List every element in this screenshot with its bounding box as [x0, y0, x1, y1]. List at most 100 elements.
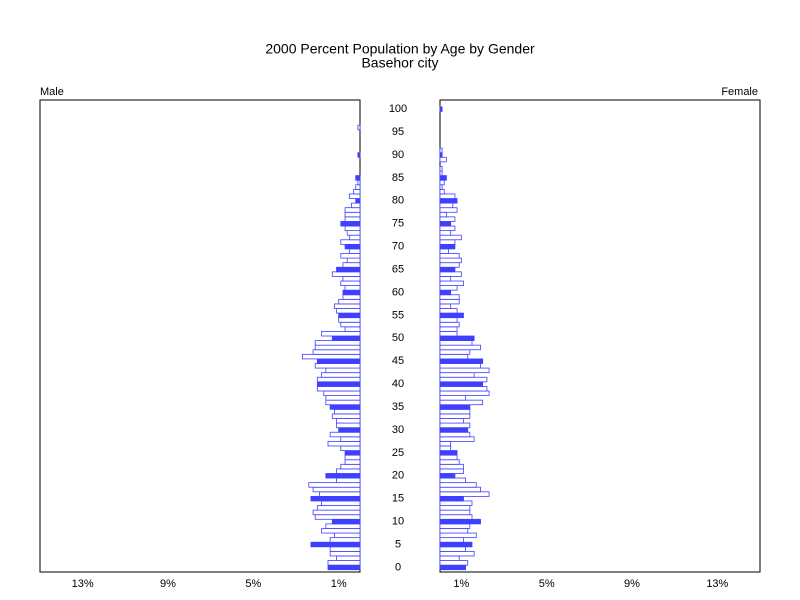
bar — [346, 257, 361, 264]
bar — [439, 248, 449, 254]
bar — [321, 528, 361, 534]
bar — [439, 221, 452, 227]
bar — [319, 491, 361, 497]
panel-label: Male — [40, 86, 64, 98]
bar — [301, 353, 361, 360]
bar — [439, 312, 464, 319]
bar — [329, 431, 361, 438]
bar — [351, 202, 361, 209]
bar — [327, 564, 361, 571]
bar — [439, 156, 447, 163]
bar — [439, 491, 490, 497]
bar — [327, 560, 361, 566]
bar — [344, 216, 361, 222]
bar — [439, 303, 452, 309]
bar — [312, 349, 361, 355]
bar — [321, 372, 361, 378]
bar — [439, 340, 473, 346]
bar — [439, 202, 454, 209]
bar — [439, 477, 467, 484]
bar — [327, 440, 361, 447]
bar — [439, 152, 443, 158]
bar — [336, 308, 361, 314]
bar — [336, 418, 361, 424]
y-tick-label: 90 — [392, 149, 404, 161]
bar — [348, 248, 361, 254]
bar — [314, 514, 361, 520]
bar — [439, 335, 475, 341]
bar — [331, 413, 361, 419]
bar — [439, 367, 490, 374]
y-tick-label: 60 — [392, 286, 404, 298]
bar — [439, 294, 460, 300]
chart-subtitle: Basehor city — [361, 55, 438, 71]
bar — [348, 193, 361, 199]
bar — [439, 463, 464, 470]
bar — [439, 381, 484, 387]
bar — [439, 331, 458, 337]
bar — [336, 468, 361, 474]
bar — [439, 459, 460, 465]
bar — [439, 440, 452, 447]
x-tick-label: 13% — [706, 578, 728, 590]
y-tick-label: 15 — [392, 493, 404, 505]
bar — [439, 234, 462, 241]
bar — [321, 331, 361, 337]
bar — [439, 326, 458, 332]
bar — [439, 349, 471, 355]
bar — [439, 211, 447, 218]
bar — [439, 468, 464, 474]
bar — [439, 179, 445, 186]
bar — [439, 175, 447, 181]
bar — [439, 106, 443, 112]
bar — [439, 427, 469, 433]
x-tick-label: 5% — [539, 578, 555, 590]
y-tick-label: 35 — [392, 401, 404, 413]
bar — [439, 546, 467, 552]
bar — [329, 546, 361, 552]
bar — [333, 303, 361, 309]
bar — [439, 408, 471, 415]
bar — [325, 367, 361, 374]
bar — [439, 550, 475, 557]
bar — [439, 395, 467, 401]
bar — [439, 276, 452, 282]
bar — [439, 445, 452, 451]
y-tick-label: 95 — [392, 126, 404, 138]
bar — [439, 358, 484, 364]
bar — [340, 253, 361, 259]
bar — [439, 225, 456, 232]
bar — [439, 321, 460, 328]
bar — [316, 381, 361, 387]
bar — [439, 495, 464, 502]
x-tick-label: 9% — [624, 578, 640, 590]
bar — [325, 399, 361, 406]
bar — [344, 207, 361, 213]
bar — [316, 358, 361, 364]
bar — [439, 500, 473, 506]
bar — [439, 266, 456, 273]
bar — [348, 234, 361, 241]
bar — [439, 523, 471, 529]
y-tick-label: 65 — [392, 263, 404, 275]
y-tick-label: 75 — [392, 218, 404, 230]
female-panel — [439, 99, 761, 573]
y-tick-label: 10 — [392, 515, 404, 527]
bar — [344, 459, 361, 465]
x-tick-label: 9% — [160, 578, 176, 590]
bar — [344, 211, 361, 218]
bar — [439, 285, 458, 291]
bar — [439, 344, 481, 351]
bar — [355, 198, 361, 204]
bar — [338, 298, 361, 305]
bar — [353, 188, 361, 195]
bar — [310, 495, 361, 502]
bar — [308, 482, 361, 488]
bar — [439, 486, 481, 493]
bar — [346, 230, 361, 236]
bar — [439, 436, 475, 442]
bar — [344, 225, 361, 232]
bar — [439, 353, 469, 360]
bar — [316, 376, 361, 383]
y-tick-label: 0 — [395, 561, 401, 573]
